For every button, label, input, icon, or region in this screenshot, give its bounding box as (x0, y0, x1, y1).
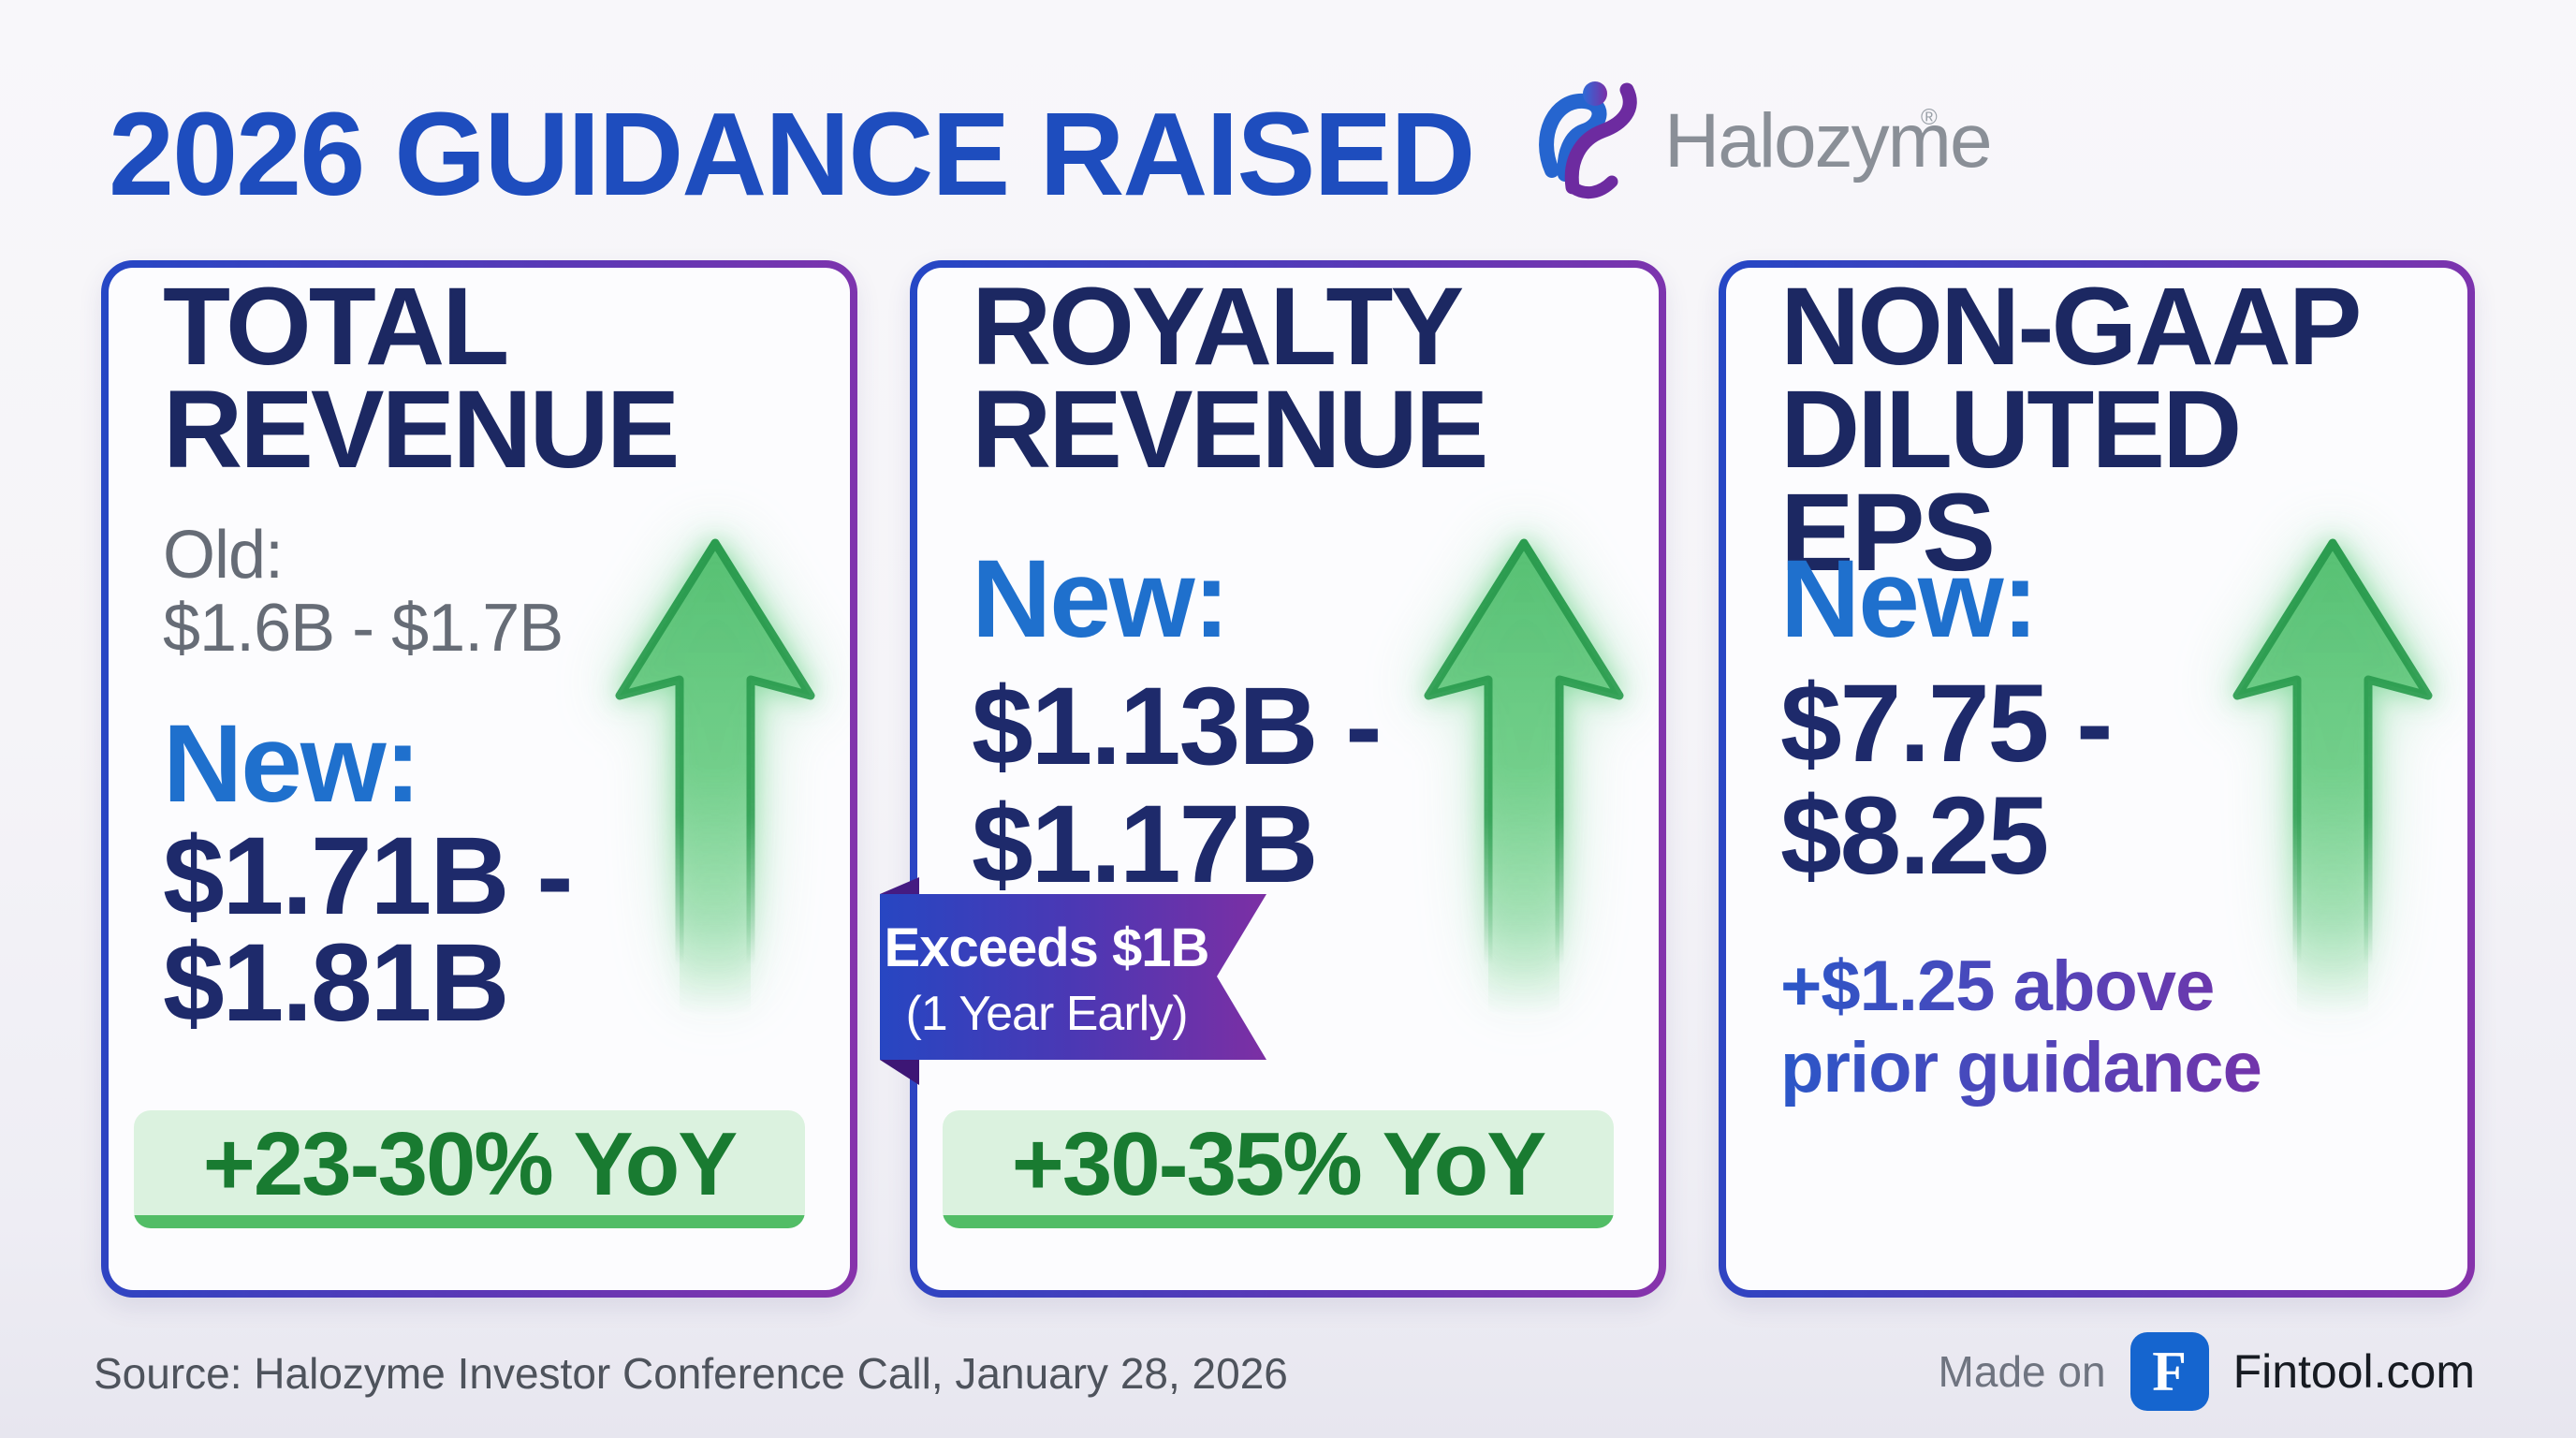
above-guidance-note: +$1.25 above prior guidance (1780, 946, 2361, 1108)
card-title-line: ROYALTY (972, 268, 1464, 389)
fintool-logo-icon: F (2130, 1332, 2209, 1411)
old-label: Old: (163, 518, 284, 593)
new-label: New: (1780, 537, 2039, 661)
card-total-revenue: TOTAL REVENUE Old: $1.6B - $1.7B New: $1… (101, 260, 857, 1298)
card-non-gaap-eps-body: NON-GAAP DILUTED EPS New: $7.75 - $8.25 … (1726, 268, 2467, 1290)
ribbon-text-line2: (1 Year Early) (905, 987, 1187, 1041)
card-non-gaap-eps: NON-GAAP DILUTED EPS New: $7.75 - $8.25 … (1719, 260, 2475, 1298)
yoy-badge-text: +23-30% YoY (202, 1114, 738, 1214)
new-value-line: $7.75 - (1780, 662, 2113, 785)
up-arrow-icon (1393, 515, 1655, 1095)
new-value-line: $1.17B (972, 783, 1319, 906)
card-total-revenue-body: TOTAL REVENUE Old: $1.6B - $1.7B New: $1… (109, 268, 850, 1290)
registered-mark: ® (1921, 105, 1938, 130)
card-royalty-revenue-body: ROYALTY REVENUE New: $1.13B - $1.17B +30… (917, 268, 1659, 1290)
made-on-label: Made on (1938, 1347, 2106, 1396)
card-title: NON-GAAP DILUTED EPS (1780, 268, 2467, 594)
card-title-line: TOTAL (163, 268, 509, 389)
above-guidance-line: prior guidance (1780, 1028, 2261, 1108)
yoy-badge: +23-30% YoY (134, 1110, 805, 1228)
card-title-line: NON-GAAP (1780, 268, 2362, 389)
ribbon-fold-top (880, 877, 919, 894)
ribbon-fold-bottom (880, 1060, 919, 1085)
halozyme-wordmark: Halozyme (1664, 98, 1993, 183)
card-title: ROYALTY REVENUE (972, 268, 1488, 492)
exceeds-ribbon: Exceeds $1B (1 Year Early) (878, 875, 1271, 1087)
card-royalty-revenue: ROYALTY REVENUE New: $1.13B - $1.17B +30… (910, 260, 1666, 1298)
yoy-badge-underline (134, 1215, 805, 1228)
new-label: New: (972, 537, 1230, 661)
new-value-line: $1.13B - (972, 665, 1383, 788)
ribbon-text-line1: Exceeds $1B (885, 917, 1209, 978)
made-on-fintool: Made on F Fintool.com (1939, 1331, 2475, 1412)
yoy-badge-underline (943, 1215, 1614, 1228)
yoy-badge-text: +30-35% YoY (1011, 1114, 1546, 1214)
page-title: 2026 GUIDANCE RAISED (109, 88, 1475, 220)
above-guidance-line: +$1.25 above (1780, 946, 2215, 1026)
new-value: $1.13B - $1.17B (972, 668, 1589, 903)
new-label: New: (163, 702, 421, 826)
card-title-line: DILUTED EPS (1780, 368, 2242, 594)
fintool-wordmark: Fintool.com (2232, 1345, 2475, 1398)
new-value: $1.71B - $1.81B (163, 814, 781, 1045)
card-title-line: REVENUE (163, 368, 680, 492)
card-title-line: REVENUE (972, 368, 1488, 492)
card-title: TOTAL REVENUE (163, 268, 680, 492)
new-value-line: $8.25 (1780, 774, 2049, 898)
fintool-logo-letter: F (2152, 1340, 2187, 1402)
yoy-badge: +30-35% YoY (943, 1110, 1614, 1228)
halozyme-logo-icon (1539, 81, 1637, 199)
halozyme-logo: Halozyme ® (1535, 79, 1993, 210)
old-guidance: Old: $1.6B - $1.7B (163, 518, 564, 666)
old-value: $1.6B - $1.7B (163, 591, 564, 666)
new-value-line: $1.71B - (163, 814, 574, 938)
ribbon-body (880, 894, 1266, 1060)
new-value-line: $1.81B (163, 921, 510, 1045)
up-arrow-icon (2202, 515, 2464, 1095)
up-arrow-icon (584, 515, 846, 1095)
source-citation: Source: Halozyme Investor Conference Cal… (94, 1349, 1288, 1398)
new-value: $7.75 - $8.25 (1780, 668, 2398, 892)
